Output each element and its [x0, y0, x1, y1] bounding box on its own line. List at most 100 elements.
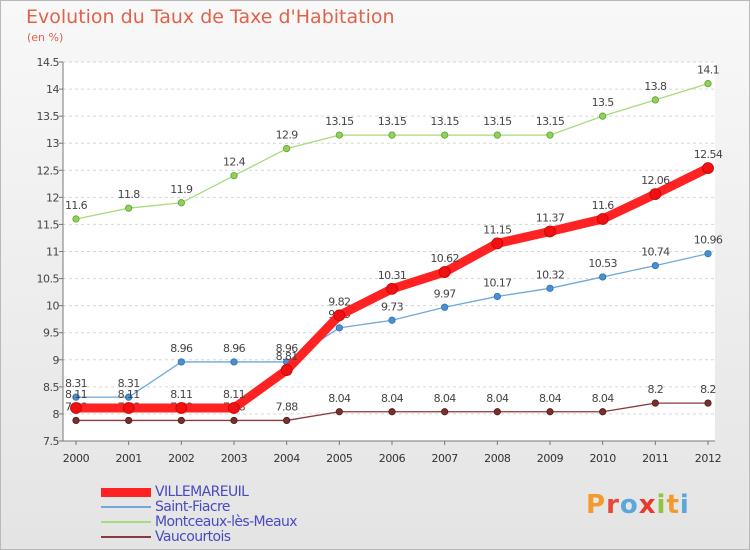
data-point-vaucourtois — [651, 399, 659, 407]
logo-letter: r — [606, 490, 620, 520]
data-label-villemareuil: 9.82 — [328, 295, 350, 308]
data-label-saint-fiacre: 10.74 — [641, 246, 670, 259]
data-point-vaucourtois — [704, 399, 712, 407]
y-tick-label: 10.5 — [37, 273, 60, 286]
proxiti-logo: Proxiti — [586, 490, 690, 520]
data-label-saint-fiacre: 10.96 — [694, 234, 723, 247]
data-point-villemareuil — [544, 225, 556, 238]
data-point-villemareuil — [596, 213, 609, 225]
data-point-villemareuil — [386, 282, 398, 295]
x-tick-label: 2000 — [63, 452, 90, 465]
data-point-villemareuil — [175, 402, 188, 414]
y-tick-label: 14 — [46, 83, 59, 96]
x-tick-label: 2011 — [642, 452, 668, 465]
data-point-villemareuil — [702, 162, 714, 175]
y-tick-label: 11.5 — [37, 218, 60, 231]
data-point-montceaux-l-s-meaux — [493, 131, 501, 139]
data-point-saint-fiacre — [388, 316, 396, 324]
data-point-montceaux-l-s-meaux — [283, 145, 291, 153]
data-label-montceaux-l-s-meaux: 13.15 — [483, 115, 512, 128]
data-point-saint-fiacre — [72, 393, 80, 401]
x-tick-label: 2009 — [537, 452, 564, 465]
logo-letter: o — [619, 490, 639, 520]
data-point-montceaux-l-s-meaux — [335, 131, 343, 139]
data-label-montceaux-l-s-meaux: 13.8 — [644, 80, 667, 93]
data-label-montceaux-l-s-meaux: 13.5 — [592, 96, 615, 109]
data-point-vaucourtois — [177, 416, 185, 425]
data-label-villemareuil: 8.11 — [223, 388, 245, 401]
x-tick-label: 2001 — [115, 452, 141, 465]
data-label-saint-fiacre: 10.32 — [536, 268, 565, 281]
data-point-saint-fiacre — [125, 393, 133, 401]
data-label-montceaux-l-s-meaux: 13.15 — [536, 115, 565, 128]
data-label-saint-fiacre: 8.96 — [223, 342, 246, 355]
y-tick-label: 9.5 — [43, 327, 59, 340]
data-point-montceaux-l-s-meaux — [651, 96, 659, 104]
data-label-montceaux-l-s-meaux: 13.15 — [430, 115, 459, 128]
legend-swatch-montceaux-l-s-meaux — [101, 521, 151, 523]
data-point-vaucourtois — [441, 408, 449, 416]
data-point-villemareuil — [333, 309, 346, 322]
data-point-vaucourtois — [388, 408, 396, 416]
x-tick-label: 2008 — [484, 452, 511, 465]
y-tick-label: 8.5 — [43, 381, 59, 394]
data-label-villemareuil: 11.6 — [592, 199, 615, 212]
x-tick-label: 2003 — [221, 452, 248, 465]
data-point-montceaux-l-s-meaux — [177, 199, 185, 207]
data-point-vaucourtois — [283, 416, 291, 425]
data-label-montceaux-l-s-meaux: 13.15 — [325, 115, 354, 128]
logo-letter: P — [586, 490, 607, 520]
data-point-villemareuil — [438, 266, 451, 278]
data-point-saint-fiacre — [441, 303, 449, 311]
legend-label-villemareuil: VILLEMAREUIL — [155, 484, 249, 500]
y-tick-label: 12 — [46, 191, 59, 204]
data-point-vaucourtois — [493, 408, 501, 416]
data-point-montceaux-l-s-meaux — [704, 80, 712, 88]
data-label-villemareuil: 12.06 — [641, 174, 670, 187]
data-label-saint-fiacre: 8.96 — [170, 342, 193, 355]
data-point-villemareuil — [70, 402, 82, 414]
data-label-montceaux-l-s-meaux: 11.6 — [65, 199, 88, 212]
legend-swatch-villemareuil — [101, 488, 151, 497]
data-label-vaucourtois: 8.04 — [381, 392, 404, 405]
data-label-villemareuil: 12.54 — [694, 148, 723, 161]
data-point-montceaux-l-s-meaux — [230, 172, 238, 180]
data-label-vaucourtois: 8.04 — [539, 392, 562, 405]
data-label-vaucourtois: 7.88 — [276, 400, 299, 413]
data-point-vaucourtois — [230, 416, 238, 425]
chart-unit-label: (en %) — [27, 31, 64, 44]
data-point-montceaux-l-s-meaux — [546, 131, 554, 139]
data-point-saint-fiacre — [651, 261, 659, 270]
data-label-montceaux-l-s-meaux: 13.15 — [378, 115, 407, 128]
logo-letter: x — [638, 490, 657, 520]
y-tick-label: 10 — [46, 300, 59, 313]
data-point-saint-fiacre — [599, 273, 607, 281]
data-label-vaucourtois: 8.04 — [328, 392, 351, 405]
data-label-villemareuil: 8.11 — [65, 388, 87, 401]
legend-label-saint-fiacre: Saint-Fiacre — [155, 499, 230, 515]
y-tick-label: 7.5 — [43, 435, 59, 448]
data-label-montceaux-l-s-meaux: 14.1 — [697, 64, 719, 77]
x-tick-label: 2007 — [431, 452, 458, 465]
data-point-villemareuil — [491, 237, 504, 250]
y-tick-label: 14.5 — [37, 56, 60, 69]
data-label-saint-fiacre: 8.96 — [276, 342, 299, 355]
data-point-montceaux-l-s-meaux — [441, 131, 449, 139]
y-tick-label: 11 — [46, 246, 59, 259]
data-label-saint-fiacre: 9.73 — [381, 300, 404, 313]
logo-letter: t — [666, 490, 680, 520]
data-label-villemareuil: 10.31 — [378, 269, 407, 282]
data-label-villemareuil: 8.11 — [170, 388, 192, 401]
data-point-villemareuil — [228, 402, 240, 414]
data-point-montceaux-l-s-meaux — [125, 204, 133, 212]
x-tick-label: 2005 — [326, 452, 353, 465]
x-tick-label: 2006 — [379, 452, 406, 465]
data-point-saint-fiacre — [177, 358, 185, 366]
y-tick-label: 13.5 — [37, 110, 60, 123]
y-tick-label: 8 — [53, 408, 60, 421]
data-point-vaucourtois — [599, 408, 607, 416]
data-point-villemareuil — [280, 364, 293, 376]
legend-label-vaucourtois: Vaucourtois — [155, 529, 231, 545]
data-label-vaucourtois: 8.2 — [647, 383, 663, 396]
